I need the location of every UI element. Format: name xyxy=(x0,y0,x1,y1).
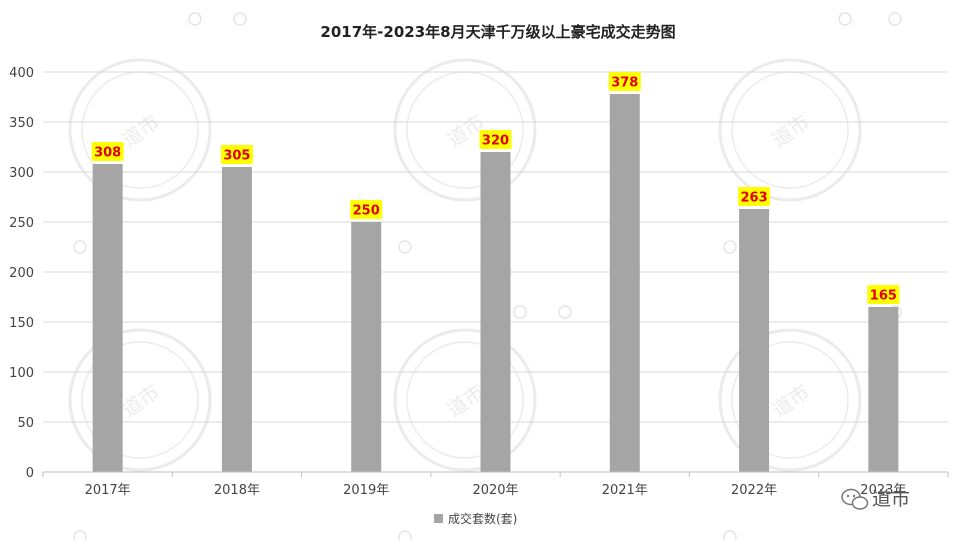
wechat-icon xyxy=(841,488,869,510)
y-tick-label: 400 xyxy=(9,66,34,81)
watermark-ring xyxy=(718,328,862,472)
watermark-text: 道市 xyxy=(767,380,814,423)
watermark-text: 道市 xyxy=(117,380,164,423)
watermark-text: 道市 xyxy=(117,110,164,153)
x-tick-label: 2019年 xyxy=(343,483,389,498)
watermark-dot xyxy=(73,530,87,544)
legend-label: 成交套数(套) xyxy=(448,511,517,526)
watermark-dot xyxy=(888,12,902,26)
x-tick-label: 2017年 xyxy=(85,483,131,498)
watermark-ring-inner xyxy=(81,341,199,459)
watermark-dot xyxy=(723,530,737,544)
watermark-dot xyxy=(73,240,87,254)
y-tick-label: 350 xyxy=(9,116,34,131)
watermark-dot xyxy=(558,305,572,319)
watermark-ring xyxy=(718,58,862,202)
watermark-ring-inner xyxy=(731,341,849,459)
bar xyxy=(739,209,770,472)
x-axis: 2017年 2018年 2019年 2020年 2021年 2022年 2023年 xyxy=(42,471,949,498)
watermark-dot xyxy=(188,12,202,26)
y-tick-label: 50 xyxy=(17,416,34,431)
data-label: 320 xyxy=(482,134,509,149)
bar xyxy=(480,152,511,472)
y-tick-label: 0 xyxy=(26,466,34,481)
bars xyxy=(92,94,899,472)
y-tick-label: 200 xyxy=(9,266,34,281)
y-tick-label: 300 xyxy=(9,166,34,181)
data-label: 378 xyxy=(611,76,638,91)
watermark-dot xyxy=(398,530,412,544)
brand-logo: 道市 xyxy=(841,488,910,510)
watermark-dot xyxy=(838,12,852,26)
bar xyxy=(868,307,899,472)
watermark-stamp: 道市 xyxy=(68,58,212,202)
data-label: 165 xyxy=(870,289,897,304)
watermark-stamp: 道市 xyxy=(68,328,212,472)
data-label-bg xyxy=(479,130,512,149)
watermark-text: 道市 xyxy=(767,110,814,153)
watermark-ring xyxy=(68,58,212,202)
x-tick-label: 2022年 xyxy=(731,483,777,498)
brand-name: 道市 xyxy=(872,488,910,510)
data-label-bg xyxy=(350,200,383,219)
chart-title: 2017年-2023年8月天津千万级以上豪宅成交走势图 xyxy=(320,23,675,41)
watermark-ring-inner xyxy=(406,341,524,459)
watermark-dot xyxy=(233,12,247,26)
bar xyxy=(221,167,252,472)
bar xyxy=(609,94,640,472)
x-tick-label: 2021年 xyxy=(602,483,648,498)
data-label-bg xyxy=(220,145,253,164)
watermark-dot xyxy=(513,305,527,319)
bar xyxy=(92,164,123,472)
data-label: 250 xyxy=(353,204,380,219)
watermark-stamp: 道市 xyxy=(393,58,537,202)
bar xyxy=(351,222,382,472)
watermark-ring xyxy=(68,328,212,472)
watermark-dot xyxy=(398,240,412,254)
watermark-stamp: 道市 xyxy=(718,58,862,202)
watermark-ring xyxy=(393,58,537,202)
data-label-bg xyxy=(738,187,771,206)
data-label-bg xyxy=(91,142,124,161)
watermark-stamp: 道市 xyxy=(393,328,537,472)
x-tick-label: 2020年 xyxy=(472,483,518,498)
data-label: 305 xyxy=(223,149,250,164)
data-label: 263 xyxy=(741,191,768,206)
data-label-bg xyxy=(867,285,900,304)
data-label: 308 xyxy=(94,146,121,161)
x-tick-label: 2018年 xyxy=(214,483,260,498)
y-tick-label: 150 xyxy=(9,316,34,331)
data-label-bg xyxy=(608,72,641,91)
y-axis: 0 50 100 150 200 250 300 350 400 xyxy=(9,66,34,481)
data-labels: 308 305 250 320 378 263 165 xyxy=(91,72,900,304)
legend: 成交套数(套) xyxy=(434,511,517,526)
legend-swatch xyxy=(434,514,443,523)
watermark-ring xyxy=(393,328,537,472)
y-tick-label: 250 xyxy=(9,216,34,231)
y-tick-label: 100 xyxy=(9,366,34,381)
x-tick-label: 2023年 xyxy=(860,483,906,498)
watermark-dot xyxy=(723,240,737,254)
